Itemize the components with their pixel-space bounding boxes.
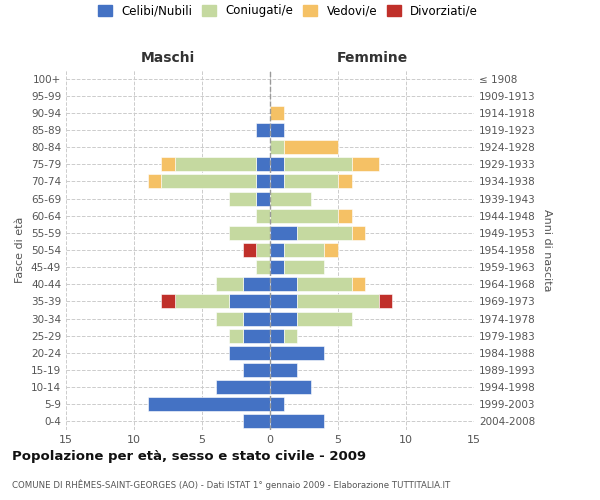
Bar: [270, 363, 297, 377]
Bar: [297, 312, 352, 326]
Bar: [229, 226, 270, 240]
Bar: [297, 294, 379, 308]
Bar: [284, 243, 325, 257]
Bar: [215, 312, 243, 326]
Bar: [338, 208, 352, 222]
Bar: [270, 312, 297, 326]
Bar: [215, 380, 270, 394]
Bar: [161, 158, 175, 172]
Bar: [270, 294, 297, 308]
Bar: [270, 123, 284, 137]
Bar: [175, 158, 256, 172]
Bar: [243, 243, 256, 257]
Bar: [352, 158, 379, 172]
Bar: [270, 226, 297, 240]
Bar: [352, 226, 365, 240]
Legend: Celibi/Nubili, Coniugati/e, Vedovi/e, Divorziati/e: Celibi/Nubili, Coniugati/e, Vedovi/e, Di…: [94, 1, 482, 21]
Bar: [215, 278, 243, 291]
Bar: [243, 363, 270, 377]
Bar: [270, 328, 284, 342]
Bar: [270, 414, 325, 428]
Bar: [229, 346, 270, 360]
Text: Femmine: Femmine: [337, 51, 407, 65]
Bar: [270, 346, 325, 360]
Bar: [352, 278, 365, 291]
Bar: [297, 226, 352, 240]
Bar: [379, 294, 392, 308]
Bar: [270, 243, 284, 257]
Bar: [243, 278, 270, 291]
Bar: [161, 174, 256, 188]
Y-axis label: Anni di nascita: Anni di nascita: [542, 209, 552, 291]
Bar: [270, 398, 284, 411]
Bar: [148, 398, 270, 411]
Bar: [148, 174, 161, 188]
Bar: [270, 278, 297, 291]
Bar: [256, 260, 270, 274]
Bar: [256, 243, 270, 257]
Bar: [284, 140, 338, 154]
Bar: [325, 243, 338, 257]
Bar: [175, 294, 229, 308]
Bar: [270, 260, 284, 274]
Bar: [338, 174, 352, 188]
Text: Maschi: Maschi: [141, 51, 195, 65]
Bar: [229, 328, 243, 342]
Bar: [256, 158, 270, 172]
Bar: [270, 140, 284, 154]
Bar: [270, 174, 284, 188]
Bar: [284, 260, 325, 274]
Bar: [256, 174, 270, 188]
Bar: [256, 123, 270, 137]
Y-axis label: Fasce di età: Fasce di età: [16, 217, 25, 283]
Bar: [229, 294, 270, 308]
Bar: [229, 192, 256, 205]
Bar: [256, 192, 270, 205]
Bar: [243, 312, 270, 326]
Bar: [243, 414, 270, 428]
Bar: [284, 174, 338, 188]
Bar: [270, 192, 311, 205]
Bar: [256, 208, 270, 222]
Bar: [297, 278, 352, 291]
Bar: [270, 380, 311, 394]
Text: COMUNE DI RHÊMES-SAINT-GEORGES (AO) - Dati ISTAT 1° gennaio 2009 - Elaborazione : COMUNE DI RHÊMES-SAINT-GEORGES (AO) - Da…: [12, 480, 450, 490]
Text: Popolazione per età, sesso e stato civile - 2009: Popolazione per età, sesso e stato civil…: [12, 450, 366, 463]
Bar: [270, 208, 338, 222]
Bar: [270, 106, 284, 120]
Bar: [161, 294, 175, 308]
Bar: [270, 158, 284, 172]
Bar: [284, 158, 352, 172]
Bar: [284, 328, 297, 342]
Bar: [243, 328, 270, 342]
